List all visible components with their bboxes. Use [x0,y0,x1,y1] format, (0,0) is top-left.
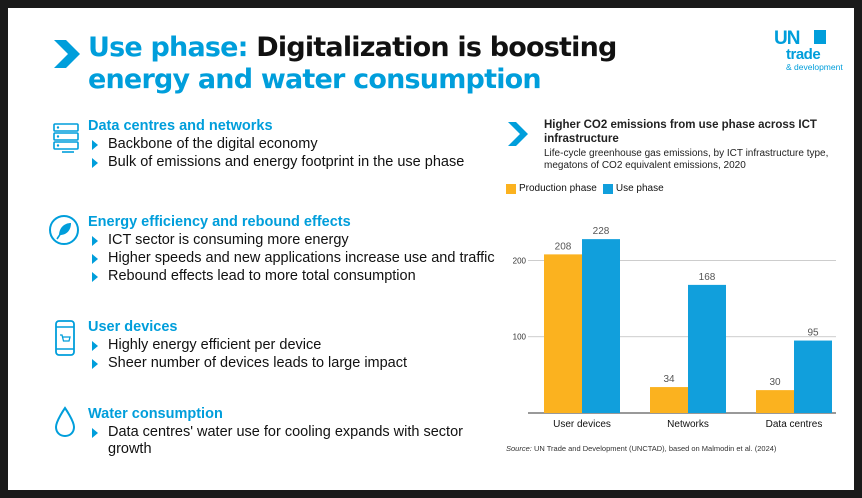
title-part1: Use phase: [88,32,248,63]
section-data-centres: Data centres and networks Backbone of th… [88,118,498,171]
bullet-arrow-icon [92,140,98,150]
bullet-arrow-icon [92,236,98,246]
bar-chart: 100 200 208 228 User devices 34 168 Networks 30 9… [513,226,836,430]
chart-source: Source: UN Trade and Development (UNCTAD… [506,444,776,453]
section-title: Water consumption [88,406,223,422]
bullet-arrow-icon [92,428,98,438]
title-part3: energy and water consumption [88,64,542,95]
y-tick-label: 200 [513,256,527,265]
title-chevron-icon [54,40,80,68]
section-title: User devices [88,319,178,335]
water-drop-icon [54,406,76,438]
data-label: 30 [769,377,781,388]
logo-development: & development [786,62,843,72]
chart-chevron-icon [508,122,528,146]
bar-production [756,390,794,413]
source-label: Source: [506,444,532,453]
bullet-arrow-icon [92,272,98,282]
bar-use [688,284,726,413]
logo-un: UN [774,28,800,49]
data-label: 168 [699,272,716,283]
section-title: Energy efficiency and rebound effects [88,214,351,230]
bullet: Bulk of emissions and energy footprint i… [88,154,498,171]
bar-production [544,254,582,413]
bullet-arrow-icon [92,254,98,264]
chart-subtitle: Life-cycle greenhouse gas emissions, by … [544,148,829,171]
y-tick-label: 100 [513,333,527,342]
bullet: Data centres' water use for cooling expa… [88,424,478,458]
page-title: Use phase: Digitalization is boosting ene… [88,32,708,96]
x-tick-label: Networks [667,419,709,430]
bar-use [794,340,832,413]
logo-trade: trade [786,46,821,63]
bullet: Highly energy efficient per device [88,337,498,354]
data-label: 208 [555,241,572,252]
bullet-arrow-icon [92,341,98,351]
chart-legend: Production phase Use phase [506,183,670,194]
legend-swatch [506,183,516,194]
data-label: 95 [807,328,819,339]
bullet: Backbone of the digital economy [88,136,498,153]
bullet-arrow-icon [92,158,98,168]
eco-plug-icon [49,215,79,245]
data-label: 34 [663,374,675,385]
bar-use [582,239,620,413]
section-energy-efficiency: Energy efficiency and rebound effects IC… [88,214,498,285]
chart-title: Higher CO2 emissions from use phase acro… [544,119,817,145]
bullet: Sheer number of devices leads to large i… [88,355,498,372]
legend-label: Production phase [519,183,597,194]
bullet: Rebound effects lead to more total consu… [88,268,498,285]
legend-item-use: Use phase [602,183,664,194]
title-part2: Digitalization is boosting [247,32,617,63]
smartphone-icon [55,320,75,356]
section-user-devices: User devices Highly energy efficient per… [88,319,498,372]
legend-item-production: Production phase [506,183,597,194]
bullet: Higher speeds and new applications incre… [88,250,498,267]
unctad-logo: UN trade & development [772,28,844,76]
bullet: ICT sector is consuming more energy [88,232,498,249]
bar-production [650,387,688,413]
section-water: Water consumption Data centres' water us… [88,406,478,458]
legend-swatch [602,183,613,194]
slide: Use phase: Digitalization is boosting ene… [8,8,854,490]
x-tick-label: User devices [553,419,611,430]
logo-flag [814,30,826,44]
bullet-arrow-icon [92,359,98,369]
section-title: Data centres and networks [88,118,273,134]
source-text: UN Trade and Development (UNCTAD), based… [531,444,777,453]
legend-label: Use phase [615,183,664,194]
data-label: 228 [593,226,610,237]
server-icon [53,123,79,153]
x-tick-label: Data centres [766,419,823,430]
